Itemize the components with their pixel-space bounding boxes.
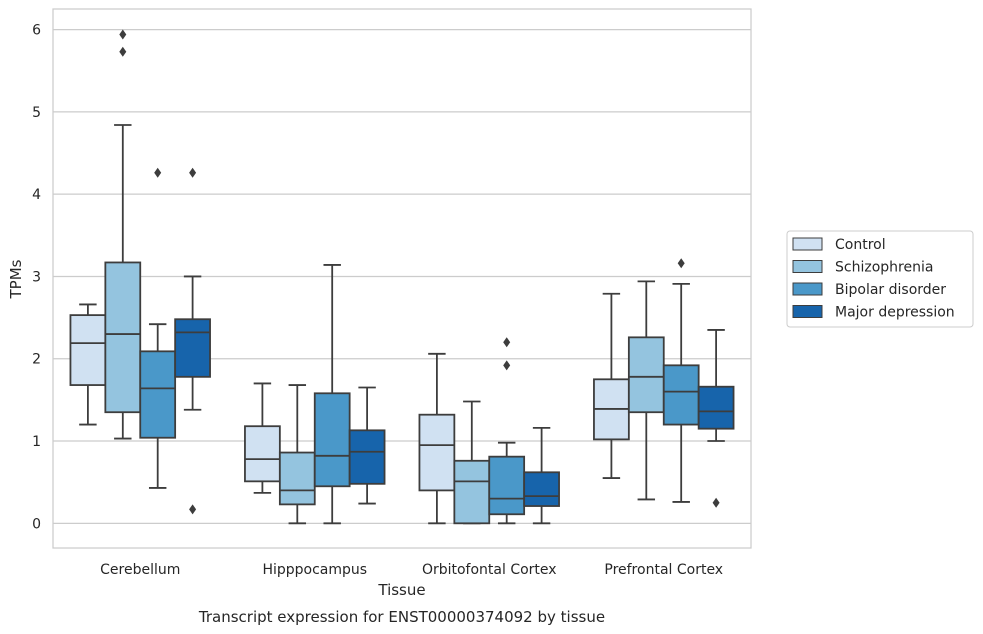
box-3-3 xyxy=(488,337,526,525)
box-2-2 xyxy=(278,384,316,525)
box-body xyxy=(139,350,177,439)
box-body xyxy=(348,429,386,485)
outlier-1 xyxy=(712,497,720,508)
y-tick-label-2: 2 xyxy=(32,352,41,368)
box-4-4 xyxy=(697,329,735,508)
y-tick-labels: 0 1 2 3 4 5 6 xyxy=(32,23,41,533)
box-4-1 xyxy=(593,292,630,479)
legend: Control Schizophrenia Bipolar disorder Majo… xyxy=(786,230,974,328)
legend-swatch-2 xyxy=(792,260,823,273)
legend-label-1: Control xyxy=(835,237,886,253)
box-3-4 xyxy=(523,426,560,525)
x-tick-label-1: Cerebellum xyxy=(100,562,180,578)
box-body xyxy=(104,261,142,414)
box-body xyxy=(453,459,491,525)
x-tick-label-3: Orbitofontal Cortex xyxy=(422,562,557,578)
y-tick-label-0: 0 xyxy=(32,516,41,532)
outlier-1 xyxy=(677,258,685,269)
box-body xyxy=(523,471,560,507)
outlier-1 xyxy=(189,504,197,515)
box-body xyxy=(627,336,665,414)
plot-frame xyxy=(52,8,752,549)
box-body xyxy=(418,413,456,492)
outlier-1 xyxy=(503,360,511,371)
box-1-4 xyxy=(174,167,211,515)
legend-swatch-4 xyxy=(792,305,823,318)
legend-swatch-1 xyxy=(792,237,823,251)
box-2-4 xyxy=(348,386,386,505)
outlier-2 xyxy=(503,337,511,348)
y-tick-label-3: 3 xyxy=(32,269,41,285)
box-body xyxy=(174,318,211,378)
legend-label-2: Schizophrenia xyxy=(835,260,933,276)
plot-background xyxy=(53,9,751,548)
x-tick-label-2: Hipppocampus xyxy=(262,562,367,578)
box-body xyxy=(662,364,700,426)
box-1-3 xyxy=(139,167,177,489)
chart-caption: Transcript expression for ENST0000037409… xyxy=(198,608,605,626)
y-axis-label: TPMs xyxy=(7,259,25,299)
box-groups xyxy=(69,29,735,525)
box-3-1 xyxy=(418,352,456,525)
box-body xyxy=(697,385,735,430)
outlier-1 xyxy=(154,167,162,178)
y-tick-label-4: 4 xyxy=(32,187,41,203)
x-axis-label: Tissue xyxy=(377,581,425,599)
box-body xyxy=(278,451,316,506)
box-2-3 xyxy=(313,264,351,525)
legend-swatch-3 xyxy=(792,282,823,296)
outlier-2 xyxy=(189,167,197,178)
box-3-2 xyxy=(453,400,491,525)
y-tick-label-5: 5 xyxy=(32,105,41,121)
legend-label-3: Bipolar disorder xyxy=(835,282,946,298)
x-tick-label-4: Prefrontal Cortex xyxy=(604,562,723,578)
x-tick-labels: Cerebellum Hipppocampus Orbitofontal Corte… xyxy=(100,562,723,578)
outlier-1 xyxy=(119,46,127,57)
outlier-2 xyxy=(119,29,127,40)
box-body xyxy=(313,392,351,488)
box-1-2 xyxy=(104,29,142,440)
box-body xyxy=(488,455,526,516)
y-tick-label-6: 6 xyxy=(32,23,41,39)
box-body xyxy=(244,425,281,483)
box-4-3 xyxy=(662,258,700,503)
box-4-2 xyxy=(627,280,665,501)
legend-label-4: Major depression xyxy=(835,305,955,321)
y-tick-label-1: 1 xyxy=(32,434,41,450)
box-2-1 xyxy=(244,382,281,494)
legend-frame xyxy=(786,230,974,328)
box-body xyxy=(69,314,107,386)
